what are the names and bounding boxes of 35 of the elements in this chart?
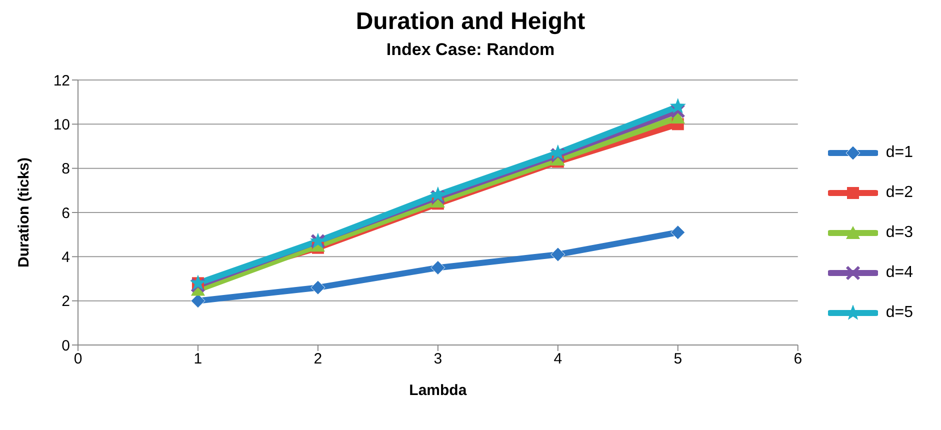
x-tick-label: 3 <box>434 350 442 368</box>
chart-title: Duration and Height <box>354 8 586 36</box>
y-tick-label: 4 <box>62 248 70 266</box>
legend-label: d=3 <box>886 224 913 242</box>
x-axis-title: Lambda <box>409 382 468 399</box>
point <box>430 260 446 275</box>
point <box>190 294 206 308</box>
x-tick-label: 4 <box>554 350 562 368</box>
point <box>670 98 686 114</box>
point <box>430 190 446 205</box>
legend-label: d=4 <box>886 264 913 282</box>
y-tick-label: 12 <box>53 72 70 90</box>
chart-subtitle: Index Case: Random <box>385 40 556 60</box>
point <box>670 225 686 240</box>
x-tick-label: 5 <box>674 350 682 368</box>
point <box>550 148 566 163</box>
point <box>430 186 446 202</box>
y-tick-label: 6 <box>62 204 70 222</box>
y-axis-title: Duration (ticks) <box>15 157 32 268</box>
x-tick-label: 6 <box>794 350 802 368</box>
point <box>310 280 326 295</box>
x-tick-label: 2 <box>314 350 322 368</box>
y-tick-label: 8 <box>62 160 70 178</box>
legend-label: d=1 <box>886 144 913 162</box>
legend-label: d=2 <box>886 184 913 202</box>
point <box>190 278 206 293</box>
x-tick-label: 0 <box>74 350 82 368</box>
y-tick-label: 0 <box>62 337 70 354</box>
point <box>550 247 566 262</box>
y-tick-label: 10 <box>53 116 70 134</box>
legend-label: d=5 <box>886 304 913 322</box>
y-tick-label: 2 <box>62 293 70 310</box>
point <box>550 144 566 160</box>
x-tick-label: 1 <box>194 350 202 368</box>
point <box>670 103 686 118</box>
